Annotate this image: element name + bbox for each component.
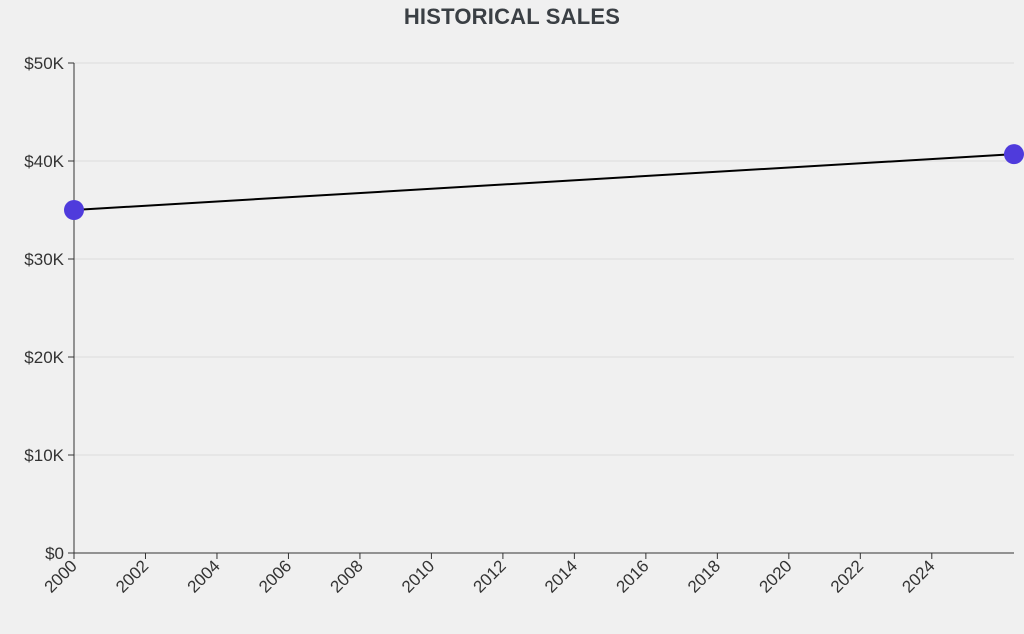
x-tick-label: 2016 [613, 556, 653, 596]
series-line [73, 153, 1015, 211]
y-tick-label: $0 [45, 544, 64, 563]
data-point [1004, 144, 1024, 165]
y-tick-label: $40K [24, 152, 64, 171]
grid-lines [74, 62, 1014, 554]
x-tick-label: 2022 [827, 556, 867, 596]
x-tick-label: 2010 [398, 556, 438, 596]
series [64, 144, 1024, 220]
axes [73, 63, 1014, 554]
x-axis-ticks: 2000 2002 2004 2006 2008 2010 2012 2014 2016 2018… [41, 553, 939, 597]
x-tick-label: 2012 [470, 556, 510, 596]
x-tick-label: 2004 [184, 556, 224, 596]
x-tick-label: 2014 [541, 556, 581, 596]
y-tick-label: $20K [24, 348, 64, 367]
data-point [64, 200, 84, 220]
x-tick-label: 2006 [255, 556, 295, 596]
x-tick-label: 2024 [898, 556, 938, 596]
y-axis-ticks: $0 $10K $20K $30K $40K $50K [24, 54, 74, 563]
y-tick-label: $10K [24, 446, 64, 465]
x-tick-label: 2002 [112, 556, 152, 596]
x-tick-label: 2018 [684, 556, 724, 596]
chart-title: HISTORICAL SALES [403, 4, 621, 29]
x-tick-label: 2008 [327, 556, 367, 596]
y-tick-label: $50K [24, 54, 64, 73]
x-tick-label: 2020 [755, 556, 795, 596]
y-tick-label: $30K [24, 250, 64, 269]
